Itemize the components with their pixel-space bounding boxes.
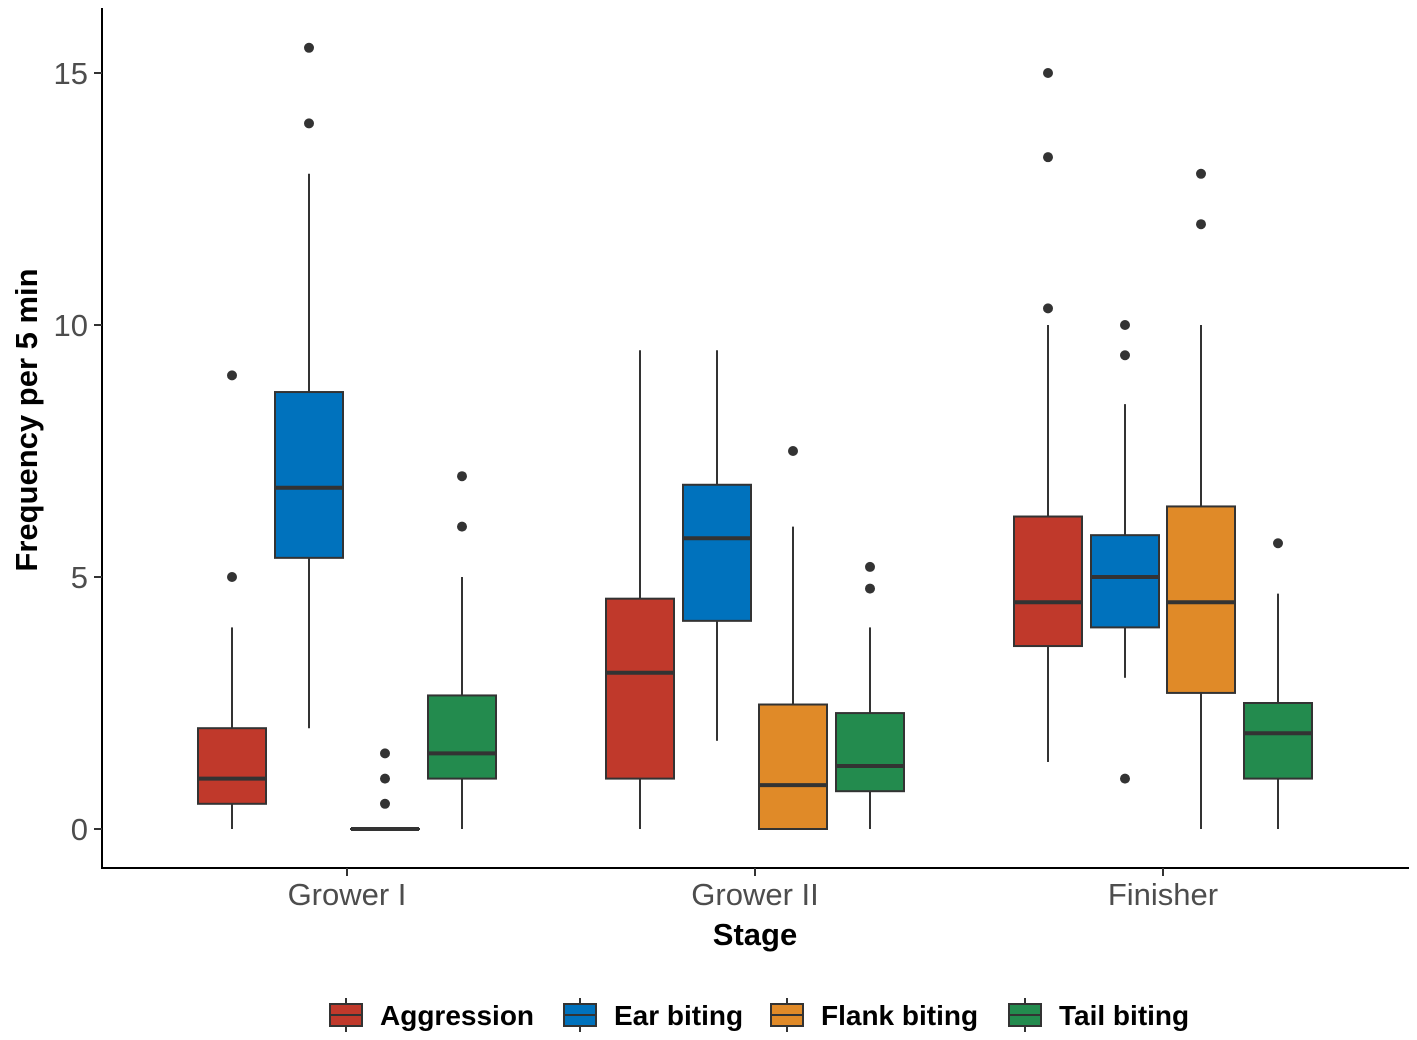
box-ear-biting-1	[274, 42, 344, 729]
legend-label: Aggression	[380, 1000, 534, 1031]
outlier-point	[457, 471, 467, 482]
box-body	[605, 597, 675, 780]
outlier-point	[304, 42, 314, 53]
box-tail-biting-1	[427, 471, 497, 829]
y-axis-title: Frequency per 5 min	[9, 268, 44, 571]
outlier-point	[1120, 350, 1130, 361]
x-tick-label: Grower II	[691, 877, 818, 912]
box-body	[835, 712, 905, 793]
box-flank-biting-1	[350, 748, 420, 831]
box-aggression-1	[197, 370, 267, 829]
outlier-point	[1043, 303, 1053, 314]
outlier-point	[1273, 538, 1283, 549]
y-tick-label: 0	[71, 812, 88, 847]
outlier-point	[457, 521, 467, 532]
outlier-point	[227, 370, 237, 381]
outlier-point	[380, 748, 390, 759]
legend: Aggression Ear biting Flank biting Tail bit…	[329, 998, 1189, 1032]
outlier-point	[1043, 68, 1053, 78]
box-body	[758, 703, 828, 831]
outlier-point	[1196, 219, 1206, 230]
box-aggression-2	[605, 350, 675, 829]
x-ticks: Grower I Grower II Finisher	[288, 868, 1218, 912]
box-tail-biting-3	[1243, 538, 1313, 829]
y-ticks: 0 5 10 15	[54, 56, 102, 847]
outlier-point	[380, 773, 390, 784]
legend-item-tail-biting: Tail biting	[1008, 998, 1189, 1032]
box-body	[1013, 515, 1083, 648]
box-body	[682, 483, 752, 622]
box-tail-biting-2	[835, 561, 905, 829]
plot-area	[197, 42, 1313, 831]
outlier-point	[380, 798, 390, 809]
box-body	[1243, 702, 1313, 780]
outlier-point	[788, 446, 798, 456]
outlier-point	[304, 118, 314, 129]
box-body	[197, 727, 267, 805]
box-ear-biting-3	[1090, 320, 1160, 784]
box-aggression-3	[1013, 68, 1083, 762]
legend-item-ear-biting: Ear biting	[563, 998, 743, 1032]
y-tick-label: 15	[54, 56, 88, 91]
box-body	[274, 391, 344, 559]
legend-item-flank-biting: Flank biting	[770, 998, 978, 1032]
y-tick-label: 10	[54, 308, 88, 343]
outlier-point	[1196, 168, 1206, 179]
box-body	[1166, 505, 1236, 694]
outlier-point	[1120, 320, 1130, 330]
box-body	[427, 694, 497, 780]
box-flank-biting-3	[1166, 168, 1236, 829]
box-flank-biting-2	[758, 446, 828, 831]
legend-label: Tail biting	[1059, 1000, 1189, 1031]
y-tick-label: 5	[71, 560, 88, 595]
outlier-point	[865, 561, 875, 572]
legend-label: Ear biting	[614, 1000, 743, 1031]
outlier-point	[227, 572, 237, 582]
legend-item-aggression: Aggression	[329, 998, 534, 1032]
box-body	[1090, 534, 1160, 629]
x-axis-title: Stage	[713, 917, 797, 952]
x-tick-label: Grower I	[288, 877, 407, 912]
axes: 0 5 10 15 Grower I Grower II Finisher	[54, 8, 1409, 912]
x-tick-label: Finisher	[1108, 877, 1218, 912]
box-ear-biting-2	[682, 350, 752, 741]
outlier-point	[1120, 773, 1130, 784]
outlier-point	[1043, 152, 1053, 163]
outlier-point	[865, 583, 875, 594]
legend-label: Flank biting	[821, 1000, 978, 1031]
